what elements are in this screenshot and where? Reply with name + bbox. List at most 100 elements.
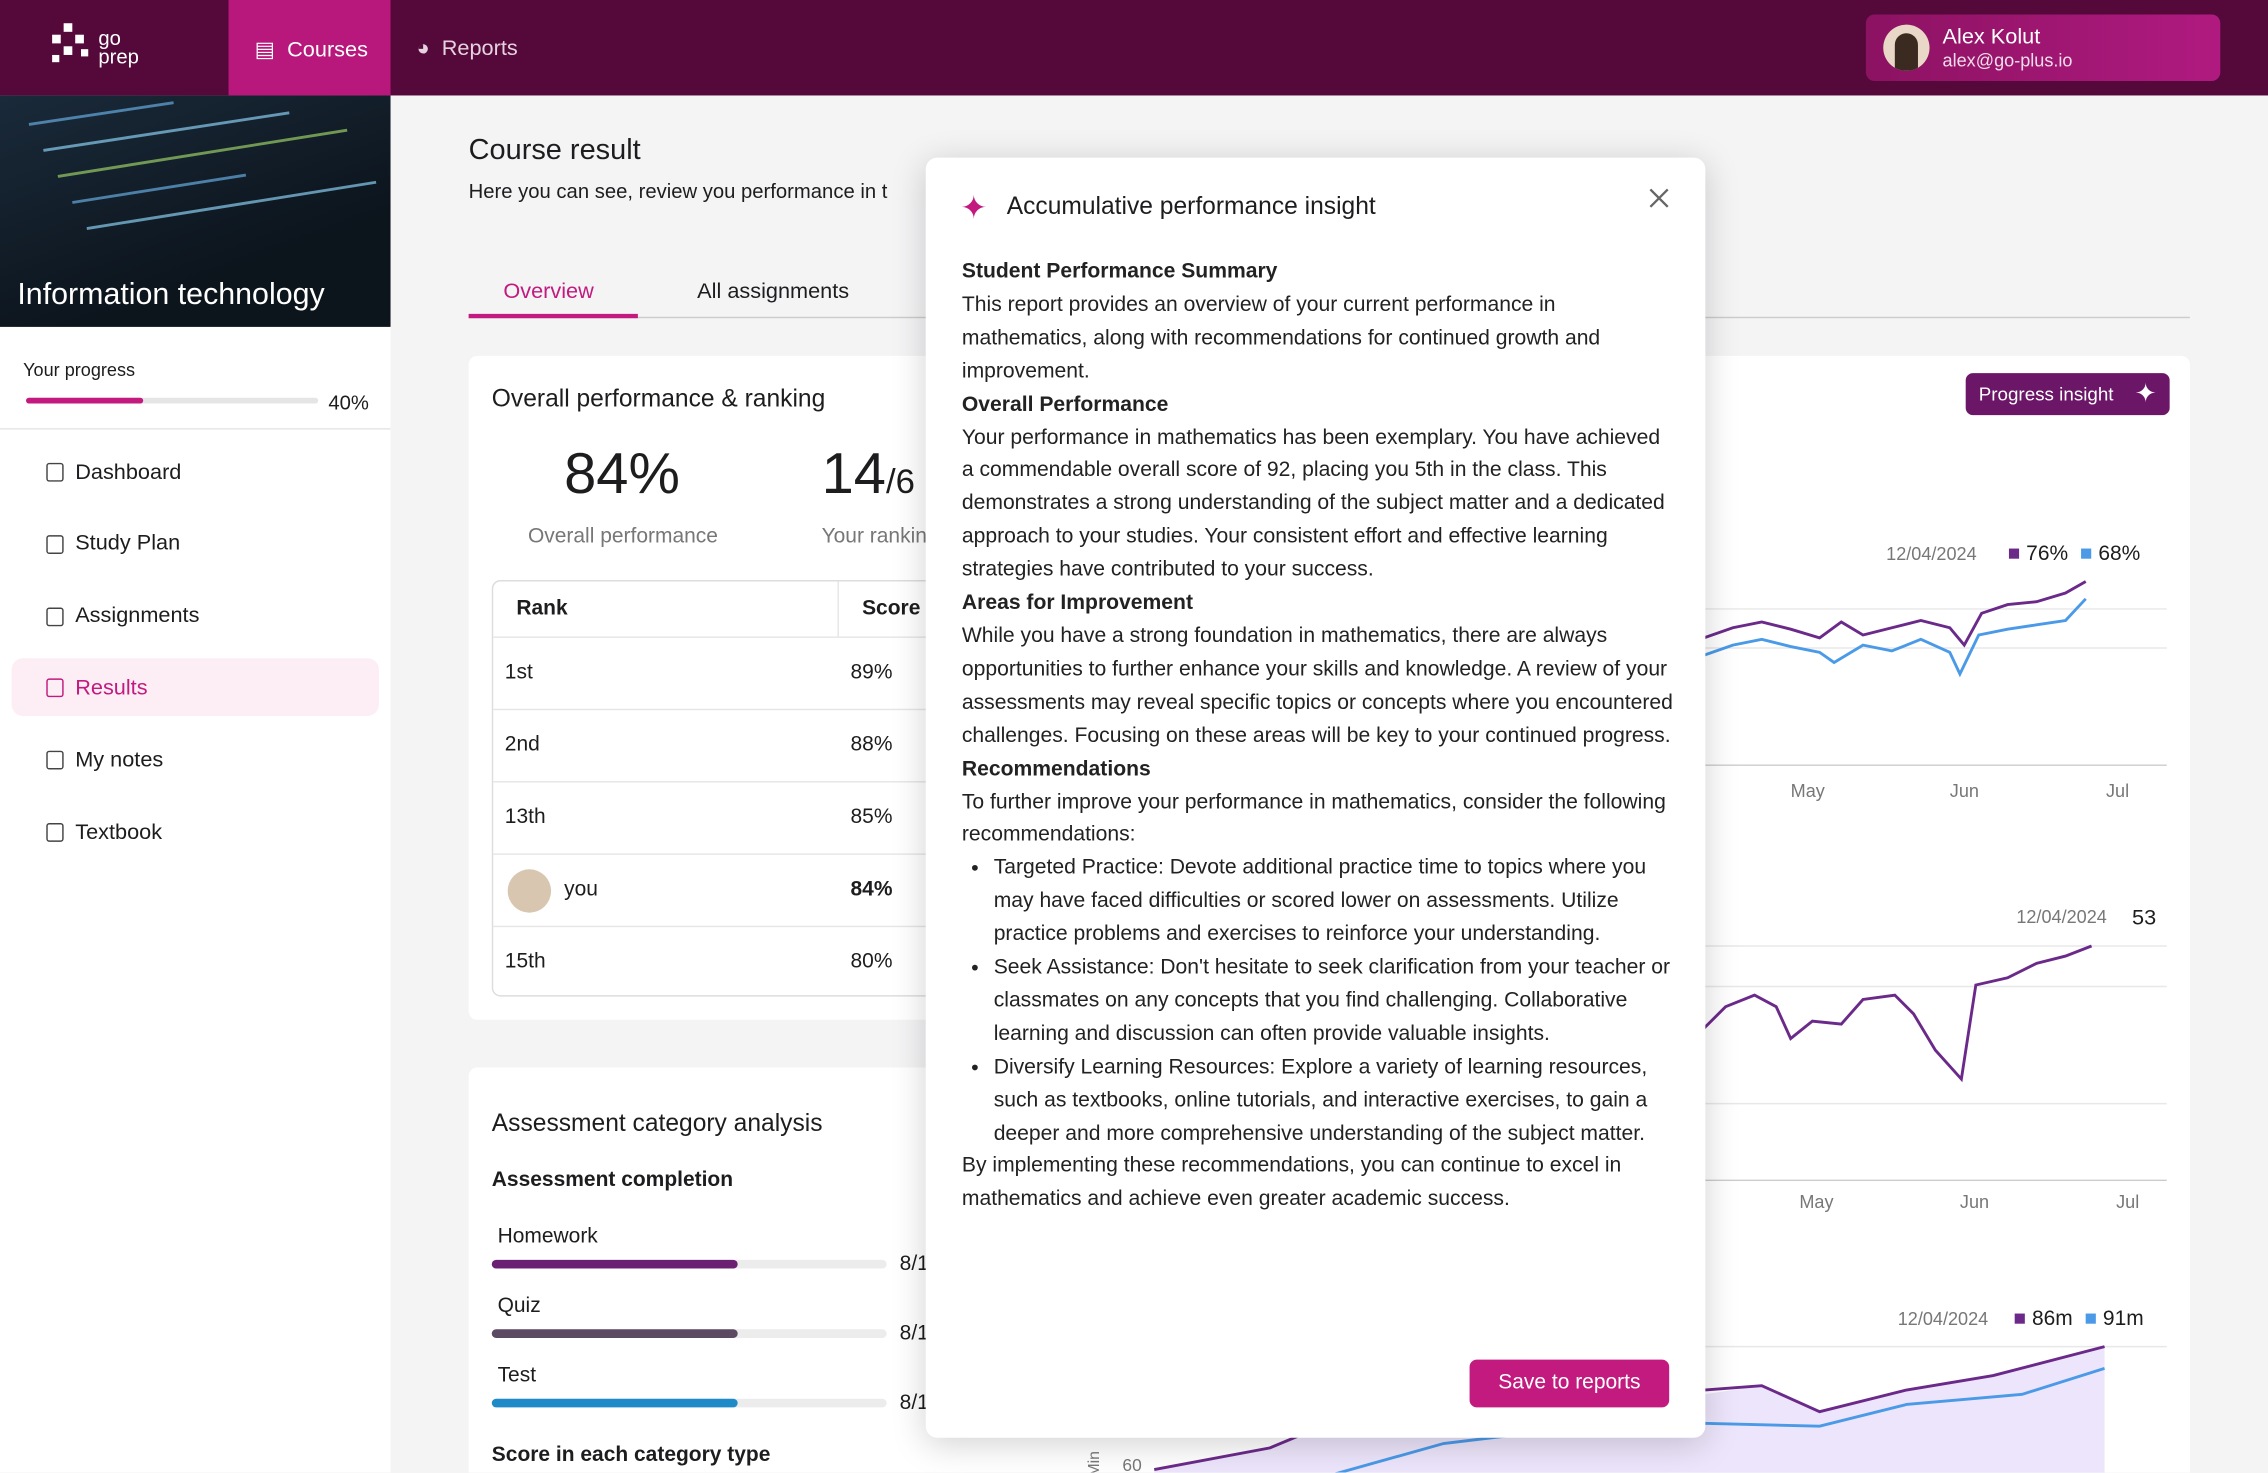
legend-item: 91m: [2102, 1307, 2144, 1331]
section-text: This report provides an overview of your…: [961, 293, 1601, 383]
menu-text[interactable]: Textbook: [75, 819, 163, 844]
sparkle-icon: ✦: [960, 189, 988, 226]
header-rank: Rank: [516, 597, 568, 621]
card-footer: Score in each category type: [491, 1443, 771, 1467]
section-text: Your performance in mathematics has been…: [961, 426, 1665, 582]
table-row: 13th 85%: [493, 781, 957, 855]
menu-text[interactable]: Dashboard: [75, 459, 182, 484]
menu-text[interactable]: My notes: [75, 747, 164, 772]
performance-label: Overall performance: [527, 525, 718, 549]
rank-value: 14/6: [822, 443, 915, 508]
logo-bottom: prep: [98, 44, 139, 68]
table-row: 1st 89%: [493, 636, 957, 710]
page-subtitle: Here you can see, review you performance…: [468, 179, 888, 203]
header-divider: [837, 581, 839, 637]
rank-cell: 15th: [504, 950, 546, 974]
chart-date: 12/04/2024: [1897, 1309, 1989, 1330]
table-row: you 84%: [493, 853, 957, 927]
hero: Information technology: [0, 95, 391, 327]
menu-item[interactable]: Results: [11, 658, 379, 717]
insight-modal: ✦ Accumulative performance insight Stude…: [925, 157, 1706, 1438]
progress-track: [26, 397, 319, 404]
divider: [0, 428, 391, 430]
courses-tab[interactable]: [228, 0, 391, 96]
menu-item[interactable]: My notes: [12, 731, 379, 789]
modal-body: Student Performance Summary This report p…: [962, 256, 1674, 1217]
rank: 14: [821, 442, 886, 507]
modal-title: Accumulative performance insight: [1006, 192, 1376, 220]
rank-label: Your rankin: [821, 525, 927, 549]
section-text: To further improve your performance in m…: [961, 790, 1666, 847]
page-title: Course result: [468, 134, 641, 167]
card-subtitle: Assessment completion: [491, 1168, 734, 1192]
course-name: Information technology: [17, 277, 325, 311]
chart-legend: ■ 86m ■ 91m: [2013, 1307, 2144, 1331]
progress-label: Your progress: [23, 360, 136, 381]
menu-icon: [46, 678, 64, 698]
courses-label[interactable]: ▤ Courses: [254, 37, 368, 63]
reports-tab[interactable]: ◕ Reports: [416, 36, 518, 61]
progress-value: 40%: [328, 390, 369, 414]
avatar: [507, 869, 552, 913]
header-score: Score: [862, 597, 921, 621]
item-label: Quiz: [497, 1294, 541, 1318]
rank-total: /6: [885, 462, 915, 502]
item-label: Homework: [497, 1225, 598, 1249]
close-button[interactable]: [1647, 187, 1670, 210]
menu-text[interactable]: Study Plan: [75, 531, 181, 556]
legend-item: 86m: [2031, 1307, 2073, 1331]
score-cell: 85%: [850, 805, 893, 829]
chart-legend: ■ 76% ■ 68%: [2007, 542, 2141, 566]
tab-overview[interactable]: Overview: [503, 279, 594, 304]
menu-text[interactable]: Assignments: [75, 603, 200, 628]
menu-item[interactable]: Textbook: [12, 803, 379, 861]
item-value: 8/1: [899, 1322, 929, 1346]
menu-text[interactable]: Results: [75, 675, 148, 700]
section-heading: Overall Performance: [961, 392, 1169, 417]
tab-underline: [468, 313, 638, 319]
logo-top: go: [98, 26, 121, 50]
insight-button[interactable]: Progress insight ✦: [1965, 373, 2170, 416]
tab-text[interactable]: Courses: [287, 37, 368, 63]
card-title: Assessment category analysis: [491, 1109, 823, 1137]
rank-cell: you: [564, 877, 598, 902]
card-title: Overall performance & ranking: [491, 384, 826, 413]
performance-value: 84%: [564, 442, 680, 507]
logo-icon: [52, 23, 89, 63]
score-cell: 84%: [850, 877, 893, 902]
rank-cell: 2nd: [504, 733, 540, 757]
top-bar: go prep ▤ Courses ◕ Reports Alex Kolut al…: [0, 0, 2268, 96]
chart-date: 12/04/2024: [1886, 543, 1977, 565]
bullet: Diversify Learning Resources: Explore a …: [994, 1051, 1674, 1150]
chart-date: 12/04/2024: [2016, 906, 2107, 928]
button-text[interactable]: Progress insight: [1978, 383, 2114, 406]
tab-text[interactable]: Reports: [441, 36, 518, 61]
user-box[interactable]: Alex Kolut alex@go-plus.io: [1865, 14, 2221, 82]
menu-icon: [46, 823, 64, 842]
item-label: Test: [497, 1363, 537, 1388]
user-email: alex@go-plus.io: [1942, 50, 2073, 71]
item-value: 8/1: [899, 1252, 929, 1276]
tab-assignments[interactable]: All assignments: [697, 279, 850, 304]
sidebar: Information technology Your progress 40%…: [0, 95, 391, 1473]
y-axis-title: Min: [1086, 1450, 1104, 1473]
rank-table: Rank Score 1st 89% 2nd 88% 13th 85% you 84% 15th…: [491, 580, 958, 997]
bullet: Seek Assistance: Don't hesitate to seek …: [994, 952, 1674, 1051]
rank-cell: 13th: [504, 805, 546, 829]
save-button[interactable]: Save to reports: [1469, 1359, 1670, 1408]
menu-item[interactable]: Dashboard: [12, 443, 379, 501]
table-row: 2nd 88%: [493, 708, 957, 783]
score-cell: 89%: [850, 661, 893, 685]
y-label: 60: [1122, 1455, 1142, 1473]
item-bar: [491, 1329, 738, 1338]
legend-item: 53: [2132, 905, 2157, 931]
menu-icon: [46, 534, 64, 554]
avatar: [1883, 24, 1930, 71]
menu-item[interactable]: Assignments: [12, 587, 379, 645]
code-art: [28, 101, 377, 230]
menu-item[interactable]: Study Plan: [12, 515, 379, 573]
logo-text: go prep: [98, 26, 139, 68]
bullet-list: Targeted Practice: Devote additional pra…: [962, 852, 1674, 1150]
menu-icon: [46, 606, 64, 626]
